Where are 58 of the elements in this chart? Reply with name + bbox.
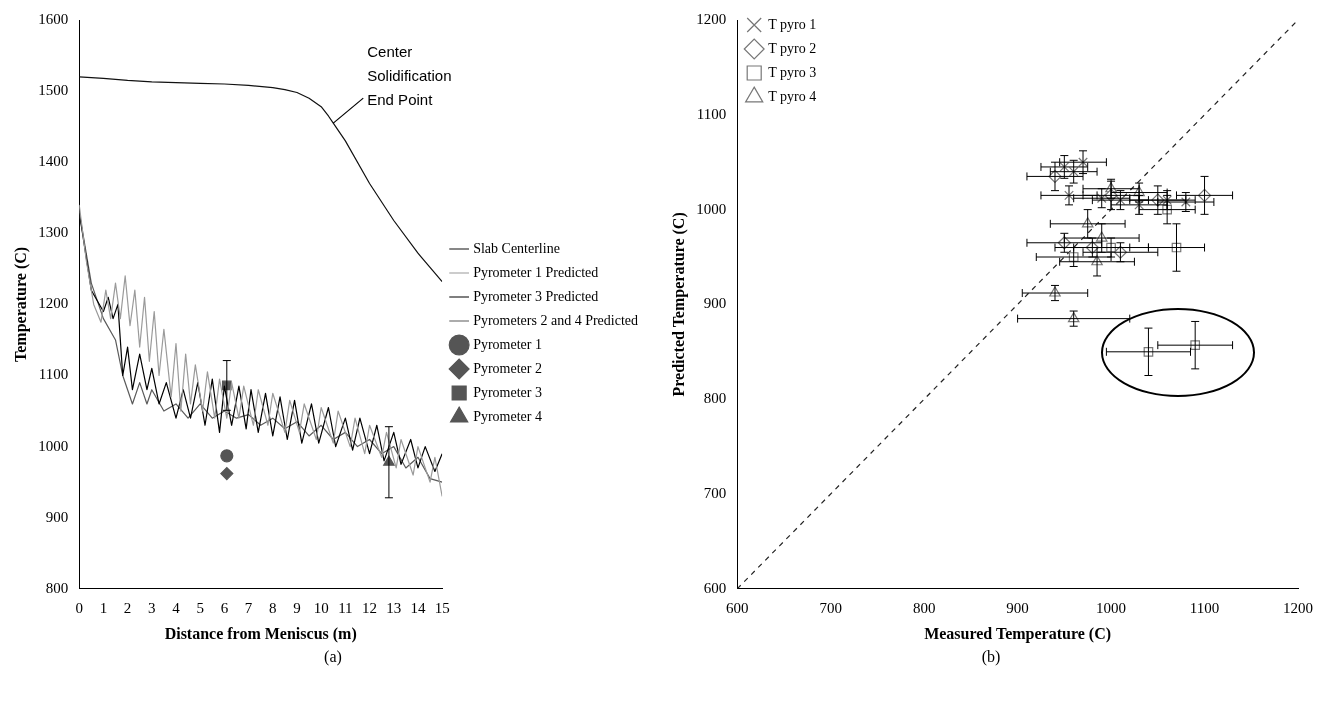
y-tick-label: 1200 bbox=[38, 295, 69, 312]
legend-label: Slab Centerline bbox=[473, 240, 560, 256]
x-tick-label: 800 bbox=[912, 599, 936, 616]
x-tick-label: 4 bbox=[172, 599, 181, 616]
y-tick-label: 900 bbox=[703, 295, 727, 312]
annotation: Center Solidification End Point bbox=[367, 43, 452, 109]
y-tick-label: 700 bbox=[703, 484, 727, 501]
legend-label: Pyrometer 2 bbox=[473, 360, 542, 376]
legend-label: Pyrometer 3 Predicted bbox=[473, 288, 599, 304]
legend-label: Pyrometer 1 Predicted bbox=[473, 264, 599, 280]
x-tick-label: 0 bbox=[75, 599, 83, 616]
y-tick-label: 1600 bbox=[38, 10, 69, 27]
legend-label: Pyrometer 1 bbox=[473, 336, 542, 352]
x-tick-label: 3 bbox=[148, 599, 156, 616]
legend-label: T pyro 1 bbox=[768, 16, 817, 32]
y-tick-label: 1300 bbox=[38, 224, 69, 241]
x-tick-label: 10 bbox=[313, 599, 329, 616]
y-tick-label: 800 bbox=[45, 579, 69, 596]
x-tick-label: 1 bbox=[99, 599, 108, 616]
legend-label: Pyrometer 4 bbox=[473, 408, 542, 424]
x-tick-label: 5 bbox=[196, 599, 204, 616]
x-tick-label: 900 bbox=[1006, 599, 1029, 616]
x-tick-label: 1200 bbox=[1283, 599, 1313, 616]
y-tick-label: 600 bbox=[703, 579, 727, 596]
x-tick-label: 14 bbox=[410, 599, 426, 616]
x-tick-label: 1000 bbox=[1096, 599, 1127, 616]
legend-label: T pyro 4 bbox=[768, 88, 817, 104]
y-tick-label: 900 bbox=[45, 508, 69, 525]
x-tick-label: 9 bbox=[293, 599, 301, 616]
y-axis-title: Temperature (C) bbox=[11, 246, 30, 362]
legend-label: Pyrometers 2 and 4 Predicted bbox=[473, 312, 639, 328]
y-tick-label: 1100 bbox=[696, 105, 727, 122]
text: (b) bbox=[980, 648, 1002, 666]
x-tick-label: 15 bbox=[434, 599, 450, 616]
y-tick-label: 1200 bbox=[696, 10, 727, 27]
x-tick-label: 12 bbox=[362, 599, 378, 616]
x-tick-label: 600 bbox=[725, 599, 749, 616]
text: (a) bbox=[323, 648, 343, 666]
legend-label: T pyro 2 bbox=[768, 40, 817, 56]
x-tick-label: 6 bbox=[220, 599, 229, 616]
x-tick-label: 8 bbox=[269, 599, 277, 616]
x-tick-label: 7 bbox=[244, 599, 253, 616]
x-tick-label: 700 bbox=[819, 599, 842, 616]
y-tick-label: 1000 bbox=[38, 437, 69, 454]
y-tick-label: 800 bbox=[703, 390, 727, 407]
y-tick-label: 1100 bbox=[38, 366, 69, 383]
x-tick-label: 2 bbox=[123, 599, 132, 616]
y-tick-label: 1000 bbox=[696, 200, 727, 217]
legend-label: Pyrometer 3 bbox=[473, 384, 542, 400]
y-tick-label: 1500 bbox=[38, 82, 69, 99]
x-tick-label: 1100 bbox=[1189, 599, 1220, 616]
y-tick-label: 1400 bbox=[38, 153, 69, 170]
legend-label: T pyro 3 bbox=[768, 64, 817, 80]
x-tick-label: 11 bbox=[338, 599, 353, 616]
x-axis-title: Distance from Meniscus (m) bbox=[164, 624, 357, 643]
x-axis-title: Measured Temperature (C) bbox=[924, 624, 1112, 643]
x-tick-label: 13 bbox=[386, 599, 402, 616]
y-axis-title: Predicted Temperature (C) bbox=[669, 212, 688, 397]
